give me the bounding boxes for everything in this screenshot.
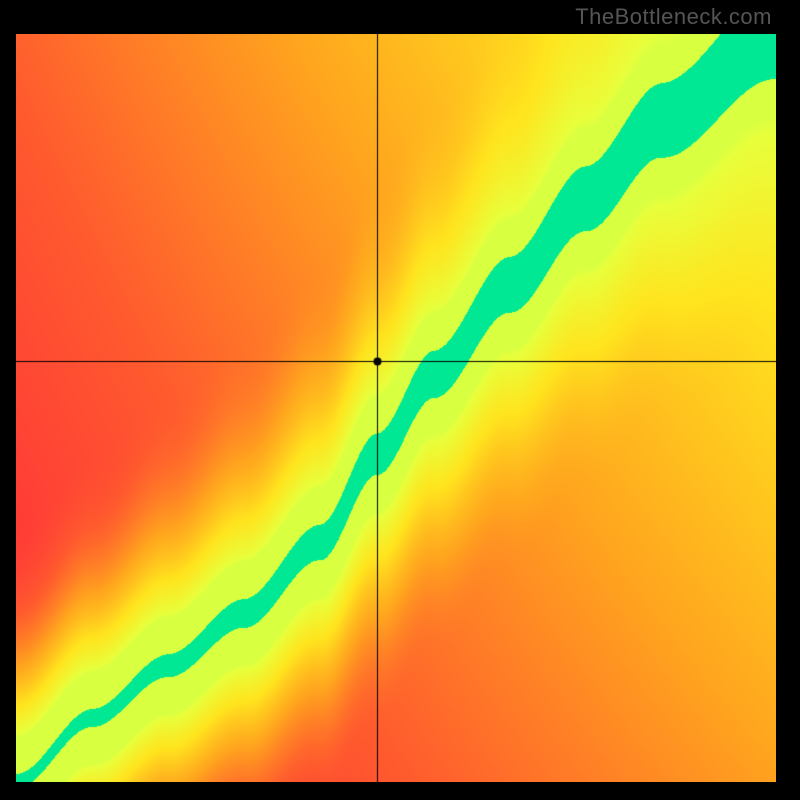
chart-frame (16, 34, 776, 782)
watermark-text: TheBottleneck.com (575, 4, 772, 30)
heatmap-canvas (16, 34, 776, 782)
